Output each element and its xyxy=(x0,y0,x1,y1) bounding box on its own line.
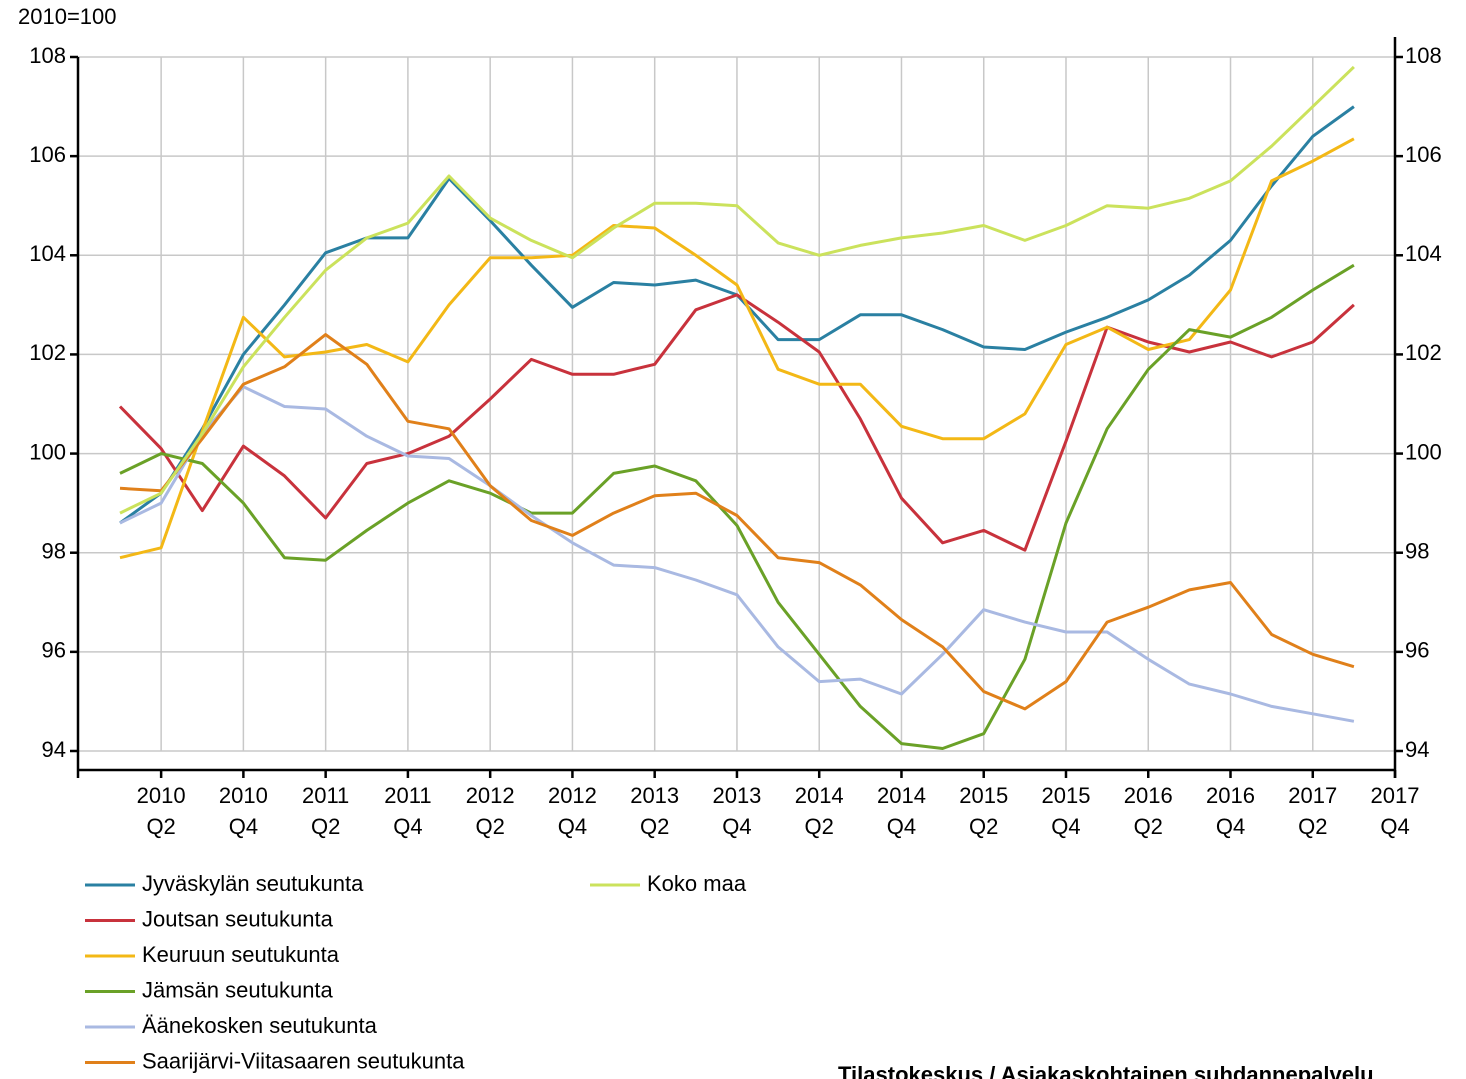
series-line xyxy=(119,385,1355,723)
x-tick-label: 2015 Q4 xyxy=(1042,783,1091,839)
y2-tick-label: 108 xyxy=(1405,43,1442,68)
y-tick-label: 108 xyxy=(29,43,66,68)
series-line xyxy=(119,137,1355,560)
series-line xyxy=(119,263,1355,750)
legend-label: Koko maa xyxy=(647,871,747,896)
legend-label: Jämsän seutukunta xyxy=(142,977,334,1002)
legend-label: Jyväskylän seutukunta xyxy=(142,871,364,896)
x-tick-label: 2013 Q2 xyxy=(630,783,679,839)
y-tick-label: 100 xyxy=(29,439,66,464)
x-tick-label: 2014 Q2 xyxy=(795,783,844,839)
series-line xyxy=(119,65,1355,515)
y-tick-label: 104 xyxy=(29,241,66,266)
y2-tick-label: 98 xyxy=(1405,539,1429,564)
y-tick-label: 106 xyxy=(29,142,66,167)
x-tick-label: 2017 Q4 xyxy=(1371,783,1420,839)
y2-tick-label: 96 xyxy=(1405,638,1429,663)
x-tick-label: 2012 Q4 xyxy=(548,783,597,839)
y2-tick-label: 102 xyxy=(1405,340,1442,365)
x-tick-label: 2016 Q2 xyxy=(1124,783,1173,839)
x-tick-label: 2014 Q4 xyxy=(877,783,926,839)
y-tick-label: 96 xyxy=(42,638,66,663)
y2-tick-label: 94 xyxy=(1405,737,1429,762)
series-line xyxy=(118,293,1355,552)
y2-tick-label: 106 xyxy=(1405,142,1442,167)
legend-label: Äänekosken seutukunta xyxy=(142,1013,378,1038)
x-tick-label: 2016 Q4 xyxy=(1206,783,1255,839)
x-tick-label: 2012 Q2 xyxy=(466,783,515,839)
legend-label: Keuruun seutukunta xyxy=(142,942,340,967)
x-tick-label: 2015 Q2 xyxy=(959,783,1008,839)
x-tick-label: 2017 Q2 xyxy=(1288,783,1337,839)
x-tick-label: 2011 Q4 xyxy=(384,783,431,839)
y-axis-label: 2010=100 xyxy=(18,4,117,29)
x-tick-label: 2013 Q4 xyxy=(712,783,761,839)
x-tick-label: 2010 Q4 xyxy=(219,783,268,839)
legend-label: Saarijärvi-Viitasaaren seutukunta xyxy=(142,1048,465,1073)
legend-label: Joutsan seutukunta xyxy=(142,906,334,931)
y-tick-label: 102 xyxy=(29,340,66,365)
y2-tick-label: 100 xyxy=(1405,439,1442,464)
y2-tick-label: 104 xyxy=(1405,241,1442,266)
x-tick-label: 2011 Q2 xyxy=(302,783,349,839)
series-line xyxy=(119,333,1355,711)
x-tick-label: 2010 Q2 xyxy=(137,783,186,839)
y-tick-label: 98 xyxy=(42,539,66,564)
y-tick-label: 94 xyxy=(42,737,66,762)
source-note: Tilastokeskus / Asiakaskohtainen suhdann… xyxy=(838,1062,1374,1079)
